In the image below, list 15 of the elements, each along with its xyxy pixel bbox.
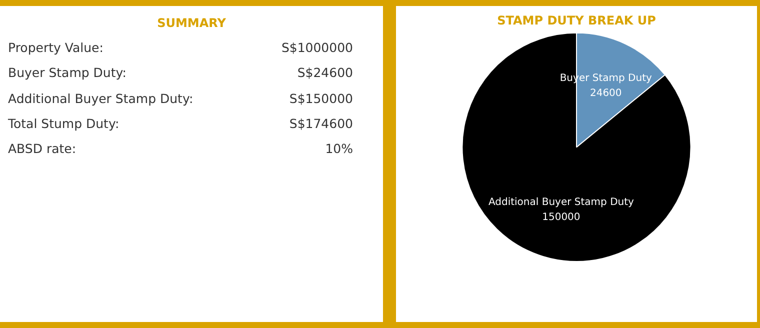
text: ABSD rate: (8, 141, 76, 156)
text: S$150000 (289, 90, 353, 106)
text: 10% (325, 141, 353, 156)
text: Additional Buyer Stamp Duty: (8, 90, 194, 106)
text: Total Stump Duty: (8, 116, 120, 131)
text: Property Value: (8, 40, 104, 55)
data-label: 150000 (542, 212, 580, 223)
text: S$1000000 (281, 40, 353, 55)
text: SUMMARY (156, 16, 227, 30)
data-label: 24600 (590, 88, 622, 99)
text: Buyer Stamp Duty: (8, 65, 126, 80)
text: S$24600 (297, 65, 353, 80)
text: S$174600 (289, 116, 353, 131)
slice-label: Additional Buyer Stamp Duty (488, 196, 634, 208)
chart-title: STAMP DUTY BREAK UP (497, 13, 656, 28)
